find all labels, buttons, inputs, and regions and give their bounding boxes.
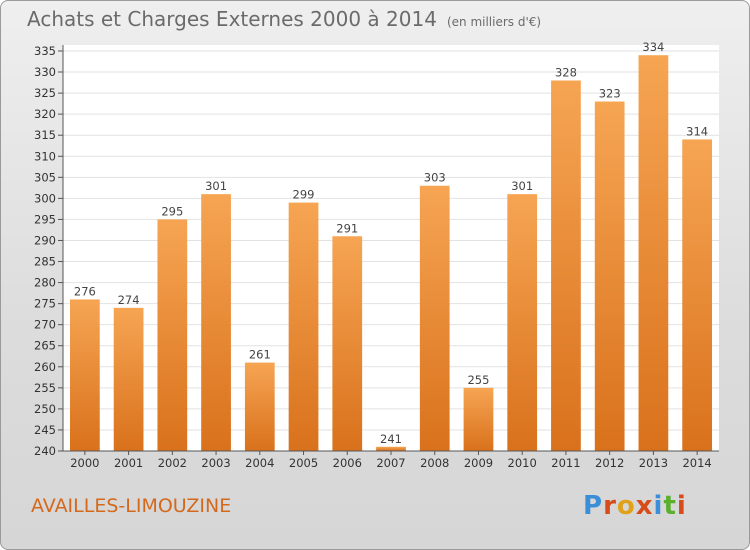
value-label: 261 xyxy=(249,348,271,362)
y-tick-label: 330 xyxy=(34,65,56,79)
y-tick-label: 265 xyxy=(34,339,56,353)
x-tick-label: 2010 xyxy=(508,456,537,470)
logo-letter: r xyxy=(603,491,617,521)
bar-2008 xyxy=(419,185,450,451)
bar-2000 xyxy=(69,299,100,451)
bar-2002 xyxy=(157,219,188,451)
bar-2014 xyxy=(682,139,713,451)
x-tick-label: 2007 xyxy=(376,456,405,470)
x-tick-label: 2013 xyxy=(639,456,668,470)
value-label: 255 xyxy=(467,373,489,387)
y-tick-label: 315 xyxy=(34,128,56,142)
bar-2011 xyxy=(551,80,581,451)
bar-2012 xyxy=(594,101,625,452)
x-tick-label: 2004 xyxy=(245,456,274,470)
y-tick-label: 295 xyxy=(34,212,56,226)
value-label: 328 xyxy=(555,65,577,79)
logo-letter: x xyxy=(635,491,654,521)
y-tick-label: 300 xyxy=(34,191,56,205)
logo-letter: P xyxy=(583,491,604,521)
bar-2010 xyxy=(507,194,538,451)
x-tick-label: 2008 xyxy=(420,456,449,470)
y-tick-label: 335 xyxy=(34,44,56,58)
bar-2009 xyxy=(463,387,494,451)
y-tick-label: 290 xyxy=(34,233,56,247)
logo-letter: i xyxy=(676,491,687,521)
x-tick-label: 2011 xyxy=(551,456,580,470)
bars: 276 274 295 301 261 299 291 241 303 255 301 328 323 3… xyxy=(69,40,713,452)
axes: 240 245 250 255 260 265 270 275 280 285 290 295 300 3… xyxy=(34,44,719,470)
chart-title-text: Achats et Charges Externes 2000 à 2014 xyxy=(27,7,437,31)
bar-2001 xyxy=(113,307,144,451)
x-tick-label: 2006 xyxy=(333,456,362,470)
x-tick-label: 2012 xyxy=(595,456,624,470)
x-tick-label: 2005 xyxy=(289,456,318,470)
y-tick-label: 255 xyxy=(34,381,56,395)
unit-note: (en milliers d'€) xyxy=(446,15,542,29)
y-tick-label: 285 xyxy=(34,255,56,269)
logo-letter: i xyxy=(653,491,664,521)
value-label: 241 xyxy=(380,432,402,446)
x-tick-label: 2014 xyxy=(682,456,711,470)
value-label: 276 xyxy=(74,284,96,298)
y-tick-label: 240 xyxy=(34,444,56,458)
y-tick-label: 305 xyxy=(34,170,56,184)
y-tick-label: 280 xyxy=(34,276,56,290)
y-tick-label: 320 xyxy=(34,107,56,121)
y-tick-label: 325 xyxy=(34,86,56,100)
logo-letter: t xyxy=(663,491,677,521)
value-label: 295 xyxy=(161,204,183,218)
bar-2007 xyxy=(376,446,406,451)
x-tick-label: 2003 xyxy=(201,456,230,470)
y-tick-label: 245 xyxy=(34,423,56,437)
value-label: 314 xyxy=(686,124,708,138)
x-tick-label: 2001 xyxy=(114,456,143,470)
y-tick-label: 250 xyxy=(34,402,56,416)
value-label: 299 xyxy=(293,188,315,202)
location-name: AVAILLES-LIMOUZINE xyxy=(31,495,232,517)
value-label: 303 xyxy=(424,171,446,185)
value-label: 301 xyxy=(511,179,533,193)
x-tick-label: 2009 xyxy=(464,456,493,470)
x-tick-label: 2000 xyxy=(70,456,99,470)
chart-title: Achats et Charges Externes 2000 à 2014 (e… xyxy=(27,7,541,31)
y-tick-label: 270 xyxy=(34,318,56,332)
logo-letter: o xyxy=(616,491,636,521)
proxiti-logo: Proxiti xyxy=(583,491,687,521)
value-label: 291 xyxy=(336,221,358,235)
bar-2005 xyxy=(288,202,319,451)
y-tick-label: 310 xyxy=(34,149,56,163)
value-label: 301 xyxy=(205,179,227,193)
bar-2003 xyxy=(201,194,231,451)
x-tick-label: 2002 xyxy=(158,456,187,470)
value-label: 323 xyxy=(599,87,621,101)
y-tick-label: 260 xyxy=(34,360,56,374)
bar-2006 xyxy=(332,236,363,451)
value-label: 274 xyxy=(118,293,140,307)
bar-2013 xyxy=(638,55,669,452)
y-tick-label: 275 xyxy=(34,297,56,311)
bar-2004 xyxy=(244,362,275,451)
value-label: 334 xyxy=(642,40,664,54)
